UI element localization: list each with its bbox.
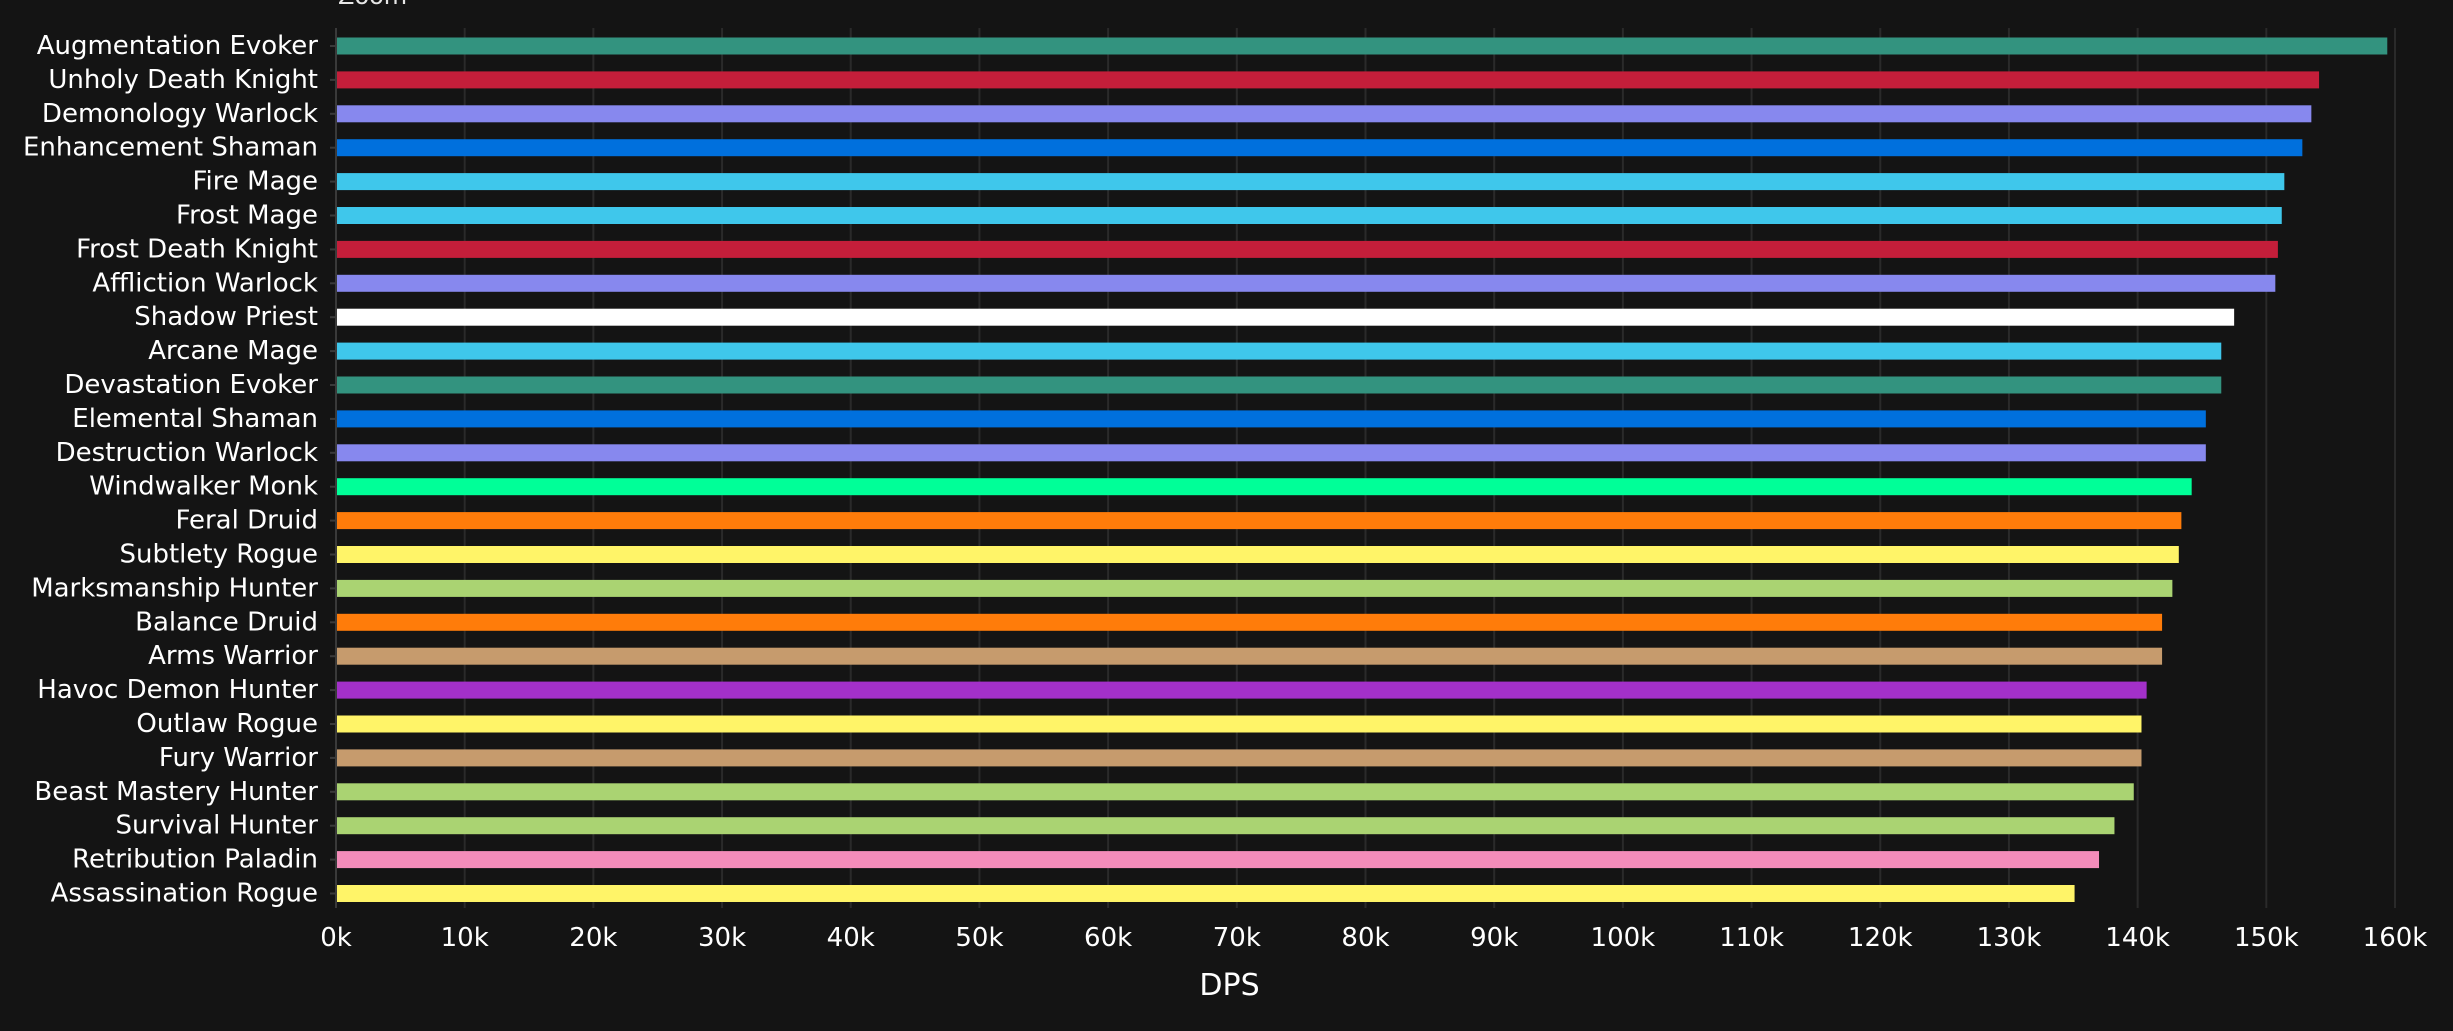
category-label: Marksmanship Hunter: [31, 573, 318, 603]
bar[interactable]: [337, 342, 2222, 360]
category-label: Affliction Warlock: [92, 268, 318, 298]
category-label: Fire Mage: [192, 167, 318, 197]
bar[interactable]: [337, 207, 2282, 224]
bar[interactable]: [337, 410, 2206, 428]
x-tick-label: 50k: [955, 923, 1003, 953]
x-axis-title: DPS: [1199, 968, 1259, 1003]
x-tick-label: 100k: [1591, 923, 1656, 953]
category-labels: Augmentation Evoker Unholy Death Knight De…: [23, 31, 318, 909]
category-label: Survival Hunter: [116, 811, 319, 841]
bar[interactable]: [337, 783, 2134, 801]
bar[interactable]: [337, 71, 2320, 89]
bar[interactable]: [337, 817, 2115, 835]
x-tick-label: 150k: [2234, 923, 2299, 953]
bar[interactable]: [337, 173, 2285, 191]
category-label: Beast Mastery Hunter: [34, 777, 318, 807]
x-tick-label: 130k: [1977, 923, 2042, 953]
category-label: Arcane Mage: [148, 336, 318, 366]
bar[interactable]: [337, 444, 2206, 462]
bar[interactable]: [337, 647, 2163, 665]
gridlines: [463, 28, 2396, 908]
category-label: Subtlety Rogue: [119, 540, 318, 570]
bar[interactable]: [337, 546, 2179, 563]
bar[interactable]: [337, 37, 2388, 55]
x-tick-label: 80k: [1341, 923, 1389, 953]
category-label: Demonology Warlock: [42, 99, 318, 129]
x-tick-label: 30k: [698, 923, 746, 953]
x-tick-label: 40k: [827, 923, 875, 953]
category-label: Havoc Demon Hunter: [37, 675, 318, 705]
bar[interactable]: [337, 274, 2276, 292]
category-label: Retribution Paladin: [72, 845, 318, 875]
bar[interactable]: [337, 613, 2163, 631]
category-label: Frost Mage: [176, 201, 318, 231]
category-label: Outlaw Rogue: [136, 709, 318, 739]
category-label: Devastation Evoker: [64, 370, 318, 400]
category-label: Windwalker Monk: [89, 472, 318, 502]
x-tick-label: 10k: [441, 923, 489, 953]
category-label: Feral Druid: [175, 506, 318, 536]
bar[interactable]: [337, 512, 2182, 530]
bar[interactable]: [337, 579, 2173, 597]
category-label: Elemental Shaman: [72, 404, 318, 434]
x-tick-label: 160k: [2363, 923, 2428, 953]
x-tick-label: 0k: [320, 923, 352, 953]
bar[interactable]: [337, 851, 2100, 869]
category-label: Fury Warrior: [159, 743, 318, 773]
category-label: Augmentation Evoker: [37, 31, 319, 61]
bar[interactable]: [337, 105, 2312, 123]
category-label: Arms Warrior: [148, 641, 318, 671]
bar[interactable]: [337, 715, 2142, 733]
x-tick-label: 120k: [1848, 923, 1913, 953]
category-label: Shadow Priest: [134, 302, 318, 332]
bars: [337, 37, 2388, 902]
category-label: Balance Druid: [135, 607, 318, 637]
bar[interactable]: [337, 308, 2235, 326]
bar[interactable]: [337, 885, 2075, 902]
bar[interactable]: [337, 681, 2147, 699]
bar[interactable]: [337, 376, 2222, 394]
bar[interactable]: [337, 240, 2278, 258]
category-label: Assassination Rogue: [51, 879, 318, 909]
bar[interactable]: [337, 749, 2142, 767]
category-label: Destruction Warlock: [56, 438, 318, 468]
category-label: Frost Death Knight: [76, 234, 318, 264]
x-axis: 0k 10k 20k 30k 40k 50k 60k 70k 80k 90k 100k 110k 120…: [320, 28, 2427, 953]
x-tick-label: 90k: [1470, 923, 1518, 953]
x-tick-label: 140k: [2105, 923, 2170, 953]
x-tick-label: 110k: [1719, 923, 1784, 953]
category-label: Unholy Death Knight: [48, 65, 318, 95]
category-label: Enhancement Shaman: [23, 133, 318, 163]
x-tick-label: 60k: [1084, 923, 1132, 953]
zoom-label[interactable]: Zoom: [338, 0, 407, 10]
x-tick-label: 70k: [1213, 923, 1261, 953]
bar[interactable]: [337, 139, 2303, 157]
x-tick-label: 20k: [569, 923, 617, 953]
bar[interactable]: [337, 478, 2192, 496]
